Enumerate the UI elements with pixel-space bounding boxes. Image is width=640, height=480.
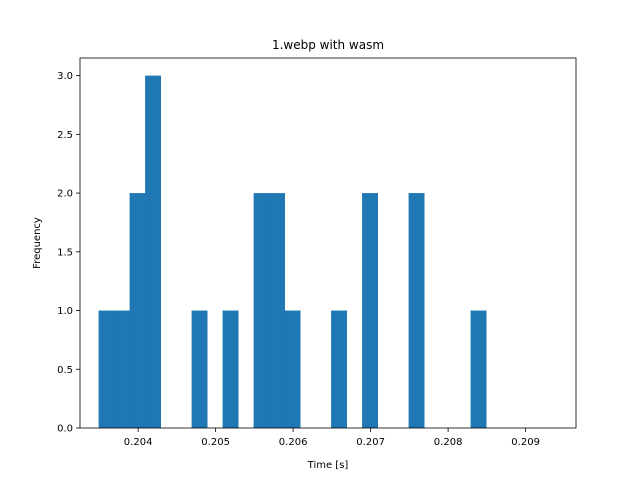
y-tick-label: 3.0 <box>57 71 73 82</box>
histogram-bar <box>98 310 115 428</box>
histogram-bar <box>269 193 285 428</box>
x-tick-label: 0.206 <box>279 437 308 448</box>
bars-group <box>98 75 487 429</box>
histogram-bar <box>408 193 425 428</box>
histogram-bar <box>470 310 487 428</box>
histogram-bar <box>284 310 301 428</box>
x-tick-label: 0.204 <box>124 437 153 448</box>
x-tick-label: 0.207 <box>356 437 385 448</box>
x-tick-label: 0.209 <box>511 437 540 448</box>
y-tick-label: 1.0 <box>57 306 73 317</box>
histogram-bar <box>145 75 161 429</box>
histogram-bar <box>253 193 270 428</box>
x-tick-label: 0.208 <box>434 437 463 448</box>
chart-title: 1.webp with wasm <box>272 38 384 52</box>
y-tick-label: 1.5 <box>57 247 73 258</box>
x-tick-label: 0.205 <box>201 437 230 448</box>
histogram-bar <box>331 310 347 428</box>
x-axis-label: Time [s] <box>307 460 349 471</box>
y-axis-label: Frequency <box>32 217 43 269</box>
histogram-bar <box>222 310 239 428</box>
y-tick-label: 2.5 <box>57 130 73 141</box>
histogram-bar <box>191 310 208 428</box>
y-tick-label: 0.0 <box>57 424 73 435</box>
x-axis-ticks: 0.204 0.205 0.206 0.207 0.208 0.209 <box>124 428 540 448</box>
histogram-bar <box>114 310 130 428</box>
histogram-bar <box>129 193 146 428</box>
plot-frame <box>79 57 577 429</box>
y-axis-ticks: 0.0 0.5 1.0 1.5 2.0 2.5 3.0 <box>57 71 80 435</box>
histogram-bar <box>362 193 378 428</box>
y-tick-label: 2.0 <box>57 189 73 200</box>
y-tick-label: 0.5 <box>57 365 73 376</box>
